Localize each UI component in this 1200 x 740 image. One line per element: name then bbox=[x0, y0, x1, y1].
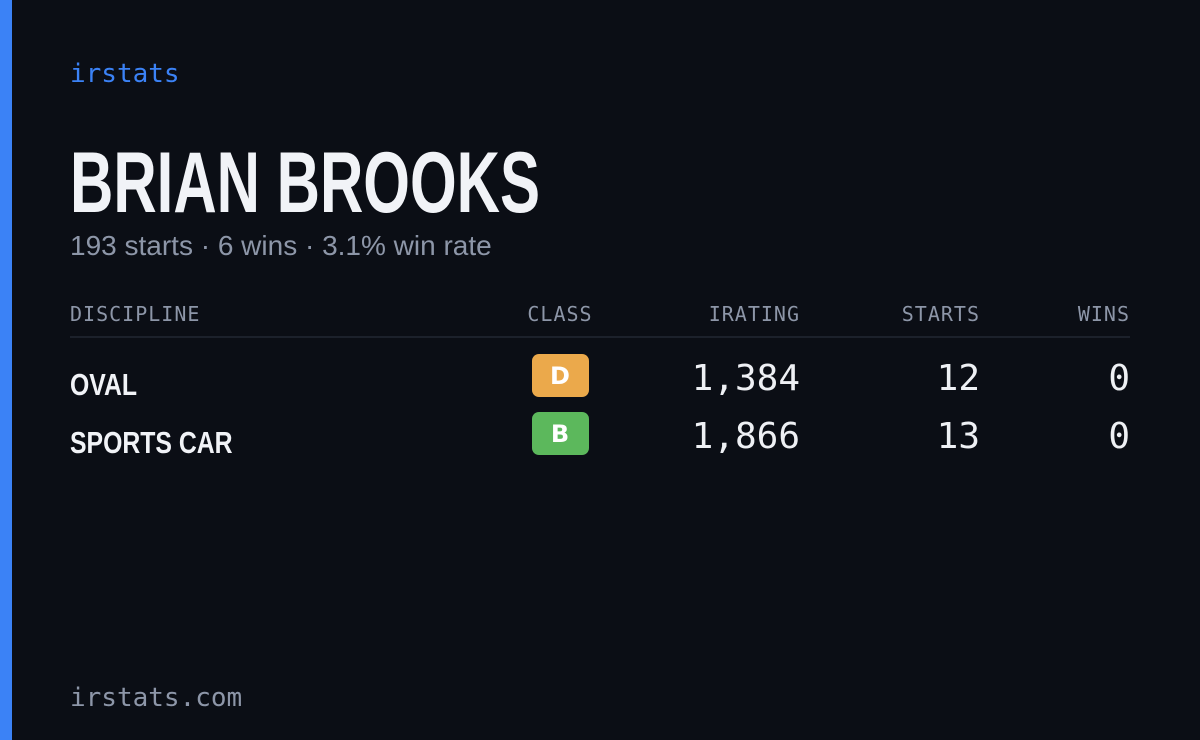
wins: 0 bbox=[1108, 416, 1130, 457]
column-header: CLASS bbox=[527, 302, 592, 326]
brand: irstats bbox=[70, 59, 180, 89]
class-letter: D bbox=[550, 362, 570, 390]
table: DISCIPLINE CLASS IRATING STARTS WINS OVAL D 1,3… bbox=[70, 302, 1130, 460]
irating: 1,866 bbox=[692, 416, 800, 457]
class-letter: B bbox=[551, 420, 569, 448]
class-badge bbox=[532, 354, 589, 397]
footer: irstats.com bbox=[70, 683, 242, 713]
column-header: DISCIPLINE bbox=[70, 302, 200, 326]
title: BRIAN BROOKS bbox=[70, 135, 540, 231]
irating: 1,384 bbox=[692, 358, 800, 399]
starts: 13 bbox=[937, 416, 980, 457]
column-header: WINS bbox=[1078, 302, 1130, 326]
wins: 0 bbox=[1108, 358, 1130, 399]
class-badge bbox=[532, 412, 589, 455]
discipline: OVAL bbox=[70, 367, 137, 402]
column-header: STARTS bbox=[902, 302, 980, 326]
subtitle: 193 starts · 6 wins · 3.1% win rate bbox=[70, 230, 492, 261]
discipline: SPORTS CAR bbox=[70, 425, 233, 460]
accent-bar bbox=[0, 0, 12, 740]
column-header: IRATING bbox=[709, 302, 800, 326]
starts: 12 bbox=[937, 358, 980, 399]
